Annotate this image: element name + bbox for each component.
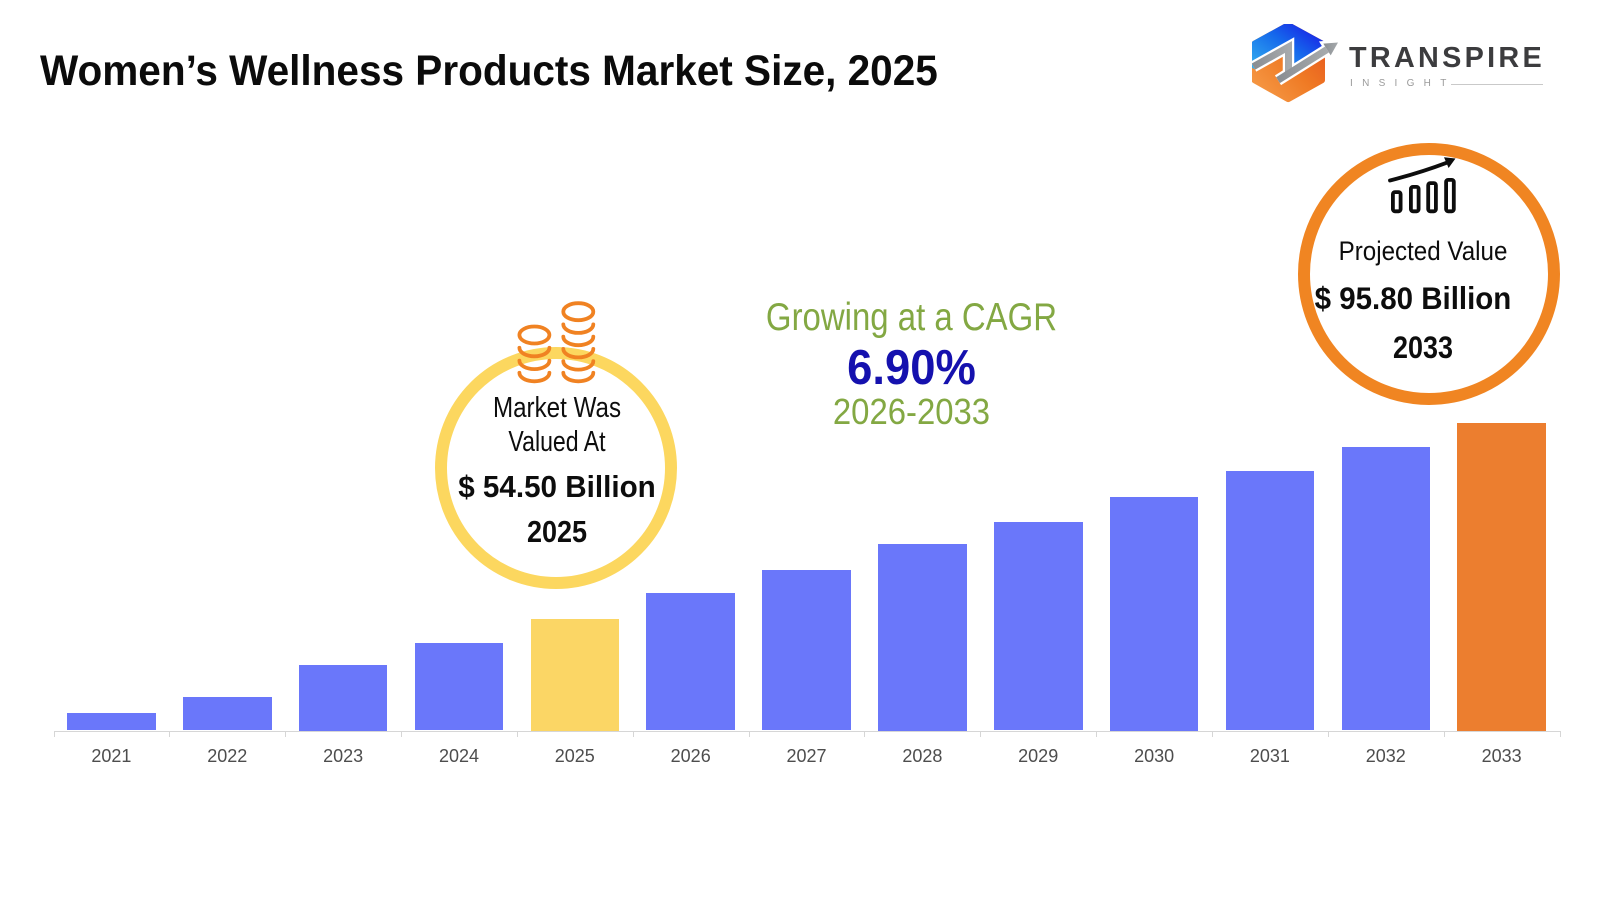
bar-2032 (1341, 446, 1430, 731)
cagr-heading: Growing at a CAGR (765, 296, 1058, 339)
bar-2026 (646, 593, 735, 731)
x-axis-tick (169, 730, 171, 737)
x-axis-tick (516, 730, 518, 737)
x-axis-tick (285, 730, 287, 737)
callout-2025-year: 2025 (526, 515, 588, 549)
x-axis-tick (401, 730, 402, 737)
x-axis-label-2027: 2027 (786, 745, 827, 766)
cagr-value: 6.90% (847, 340, 976, 395)
x-axis-label-2029: 2029 (1018, 745, 1059, 766)
x-axis-tick (1096, 730, 1098, 737)
x-axis-tick (1559, 730, 1561, 737)
x-axis-tick (632, 730, 634, 737)
x-axis-tick (53, 730, 55, 737)
x-axis-label-2025: 2025 (554, 745, 595, 766)
bar-2029 (994, 521, 1083, 731)
x-axis-label-2026: 2026 (670, 745, 711, 766)
x-axis-label-2022: 2022 (207, 745, 248, 766)
x-axis-tick (1443, 730, 1445, 737)
growth-bar-chart-icon (1388, 157, 1456, 214)
logo-hexagon-icon (1250, 22, 1343, 103)
x-axis-label-2021: 2021 (91, 745, 132, 766)
bar-2021 (67, 713, 156, 731)
callout-2025-value: $ 54.50 Billion (458, 469, 656, 504)
bar-2030 (1109, 496, 1199, 731)
x-axis-tick (864, 730, 866, 737)
logo (1250, 22, 1552, 104)
callout-2033-caption: Projected Value (1338, 235, 1508, 266)
logo-name: TRANSPIRE (1349, 42, 1546, 74)
cagr-period: 2026-2033 (832, 392, 991, 432)
page-title: Women’s Wellness Products Market Size, 2… (40, 48, 938, 95)
logo-rule (1451, 84, 1543, 85)
x-axis-tick (1212, 730, 1213, 737)
callout-2033-year: 2033 (1393, 329, 1453, 365)
callout-2025-caption-line2: Valued At (508, 425, 606, 457)
callout-2025-circle (435, 347, 677, 589)
bar-2023 (298, 664, 388, 731)
callout-2025-caption-line1: Market Was (492, 391, 622, 423)
x-axis-line (53, 730, 1560, 732)
x-axis-label-2023: 2023 (323, 745, 364, 766)
coin-stacks-icon (517, 301, 596, 384)
bar-2024 (414, 642, 504, 731)
bar-2022 (183, 697, 272, 731)
x-axis-label-2028: 2028 (902, 745, 943, 766)
bar-2031 (1225, 471, 1315, 731)
bar-2025 (530, 618, 620, 731)
bar-2027 (762, 569, 851, 731)
x-axis-label-2032: 2032 (1365, 745, 1406, 766)
x-axis-label-2030: 2030 (1134, 745, 1175, 766)
x-axis-label-2033: 2033 (1481, 745, 1522, 766)
logo-tagline: INSIGHT (1350, 78, 1456, 89)
callout-2033-value: $ 95.80 Billion (1314, 280, 1512, 316)
bar-2028 (878, 543, 967, 731)
x-axis-label-2031: 2031 (1249, 745, 1290, 766)
x-axis-label-2024: 2024 (438, 745, 480, 766)
x-axis-tick (748, 730, 750, 737)
x-axis-tick (980, 730, 982, 737)
x-axis-tick (1327, 730, 1329, 737)
bar-2033 (1457, 422, 1546, 731)
